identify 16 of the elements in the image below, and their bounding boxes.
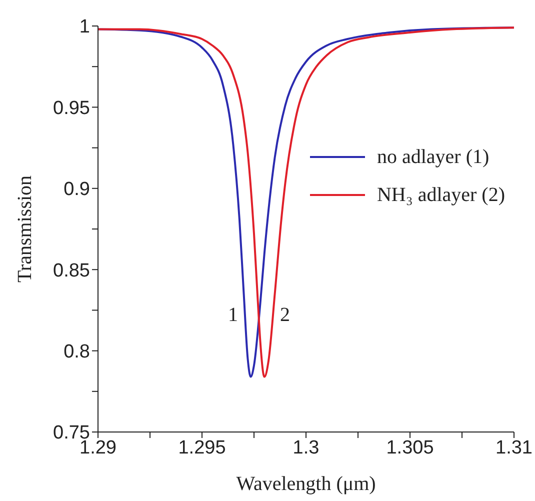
y-axis-title: Transmission	[14, 175, 36, 283]
y-tick-label: 1	[79, 16, 90, 38]
y-tick-label: 0.8	[64, 342, 90, 363]
y-tick-label: 0.9	[64, 179, 90, 200]
x-tick-label: 1.31	[496, 437, 532, 458]
legend-label: no adlayer (1)	[376, 146, 490, 168]
x-tick-label: 1.295	[178, 437, 226, 458]
x-axis-title: Wavelength (μm)	[236, 473, 376, 495]
legend-label: NH₃ adlayer (2)	[376, 184, 505, 206]
y-tick-label: 0.95	[53, 98, 90, 119]
curve-label: 2	[280, 304, 290, 326]
y-tick-label: 0.85	[53, 260, 90, 282]
x-tick-label: 1.3	[292, 437, 320, 458]
line-series	[98, 26, 514, 378]
curve-label: 1	[228, 304, 238, 326]
x-tick-label: 1.305	[386, 437, 434, 458]
